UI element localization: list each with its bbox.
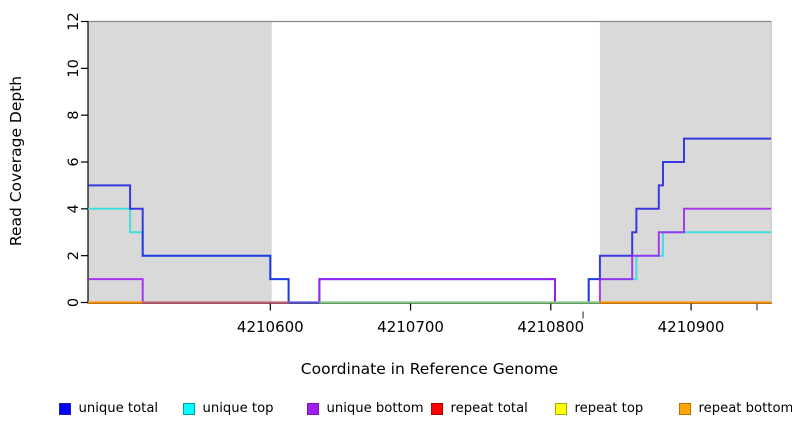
y-tick-label: 6 — [66, 157, 82, 166]
x-tick-label: 4210800 — [517, 318, 584, 336]
shaded-region — [599, 21, 771, 303]
y-tick-label: 2 — [66, 251, 82, 260]
y-tick-label: 0 — [66, 298, 82, 307]
x-tick-label: 4210700 — [377, 318, 444, 336]
x-tick-label: 4210600 — [237, 318, 304, 336]
x-axis-title: Coordinate in Reference Genome — [300, 360, 559, 378]
y-tick-label: 12 — [66, 12, 82, 30]
series-line-unique-total — [88, 137, 771, 304]
x-tick-label: 4210900 — [658, 318, 725, 336]
shaded-region — [88, 21, 272, 303]
y-tick-label: 8 — [66, 111, 82, 120]
y-tick-label: 10 — [66, 59, 82, 77]
y-axis-title: Read Coverage Depth — [7, 75, 25, 247]
y-tick-label: 4 — [66, 204, 82, 213]
